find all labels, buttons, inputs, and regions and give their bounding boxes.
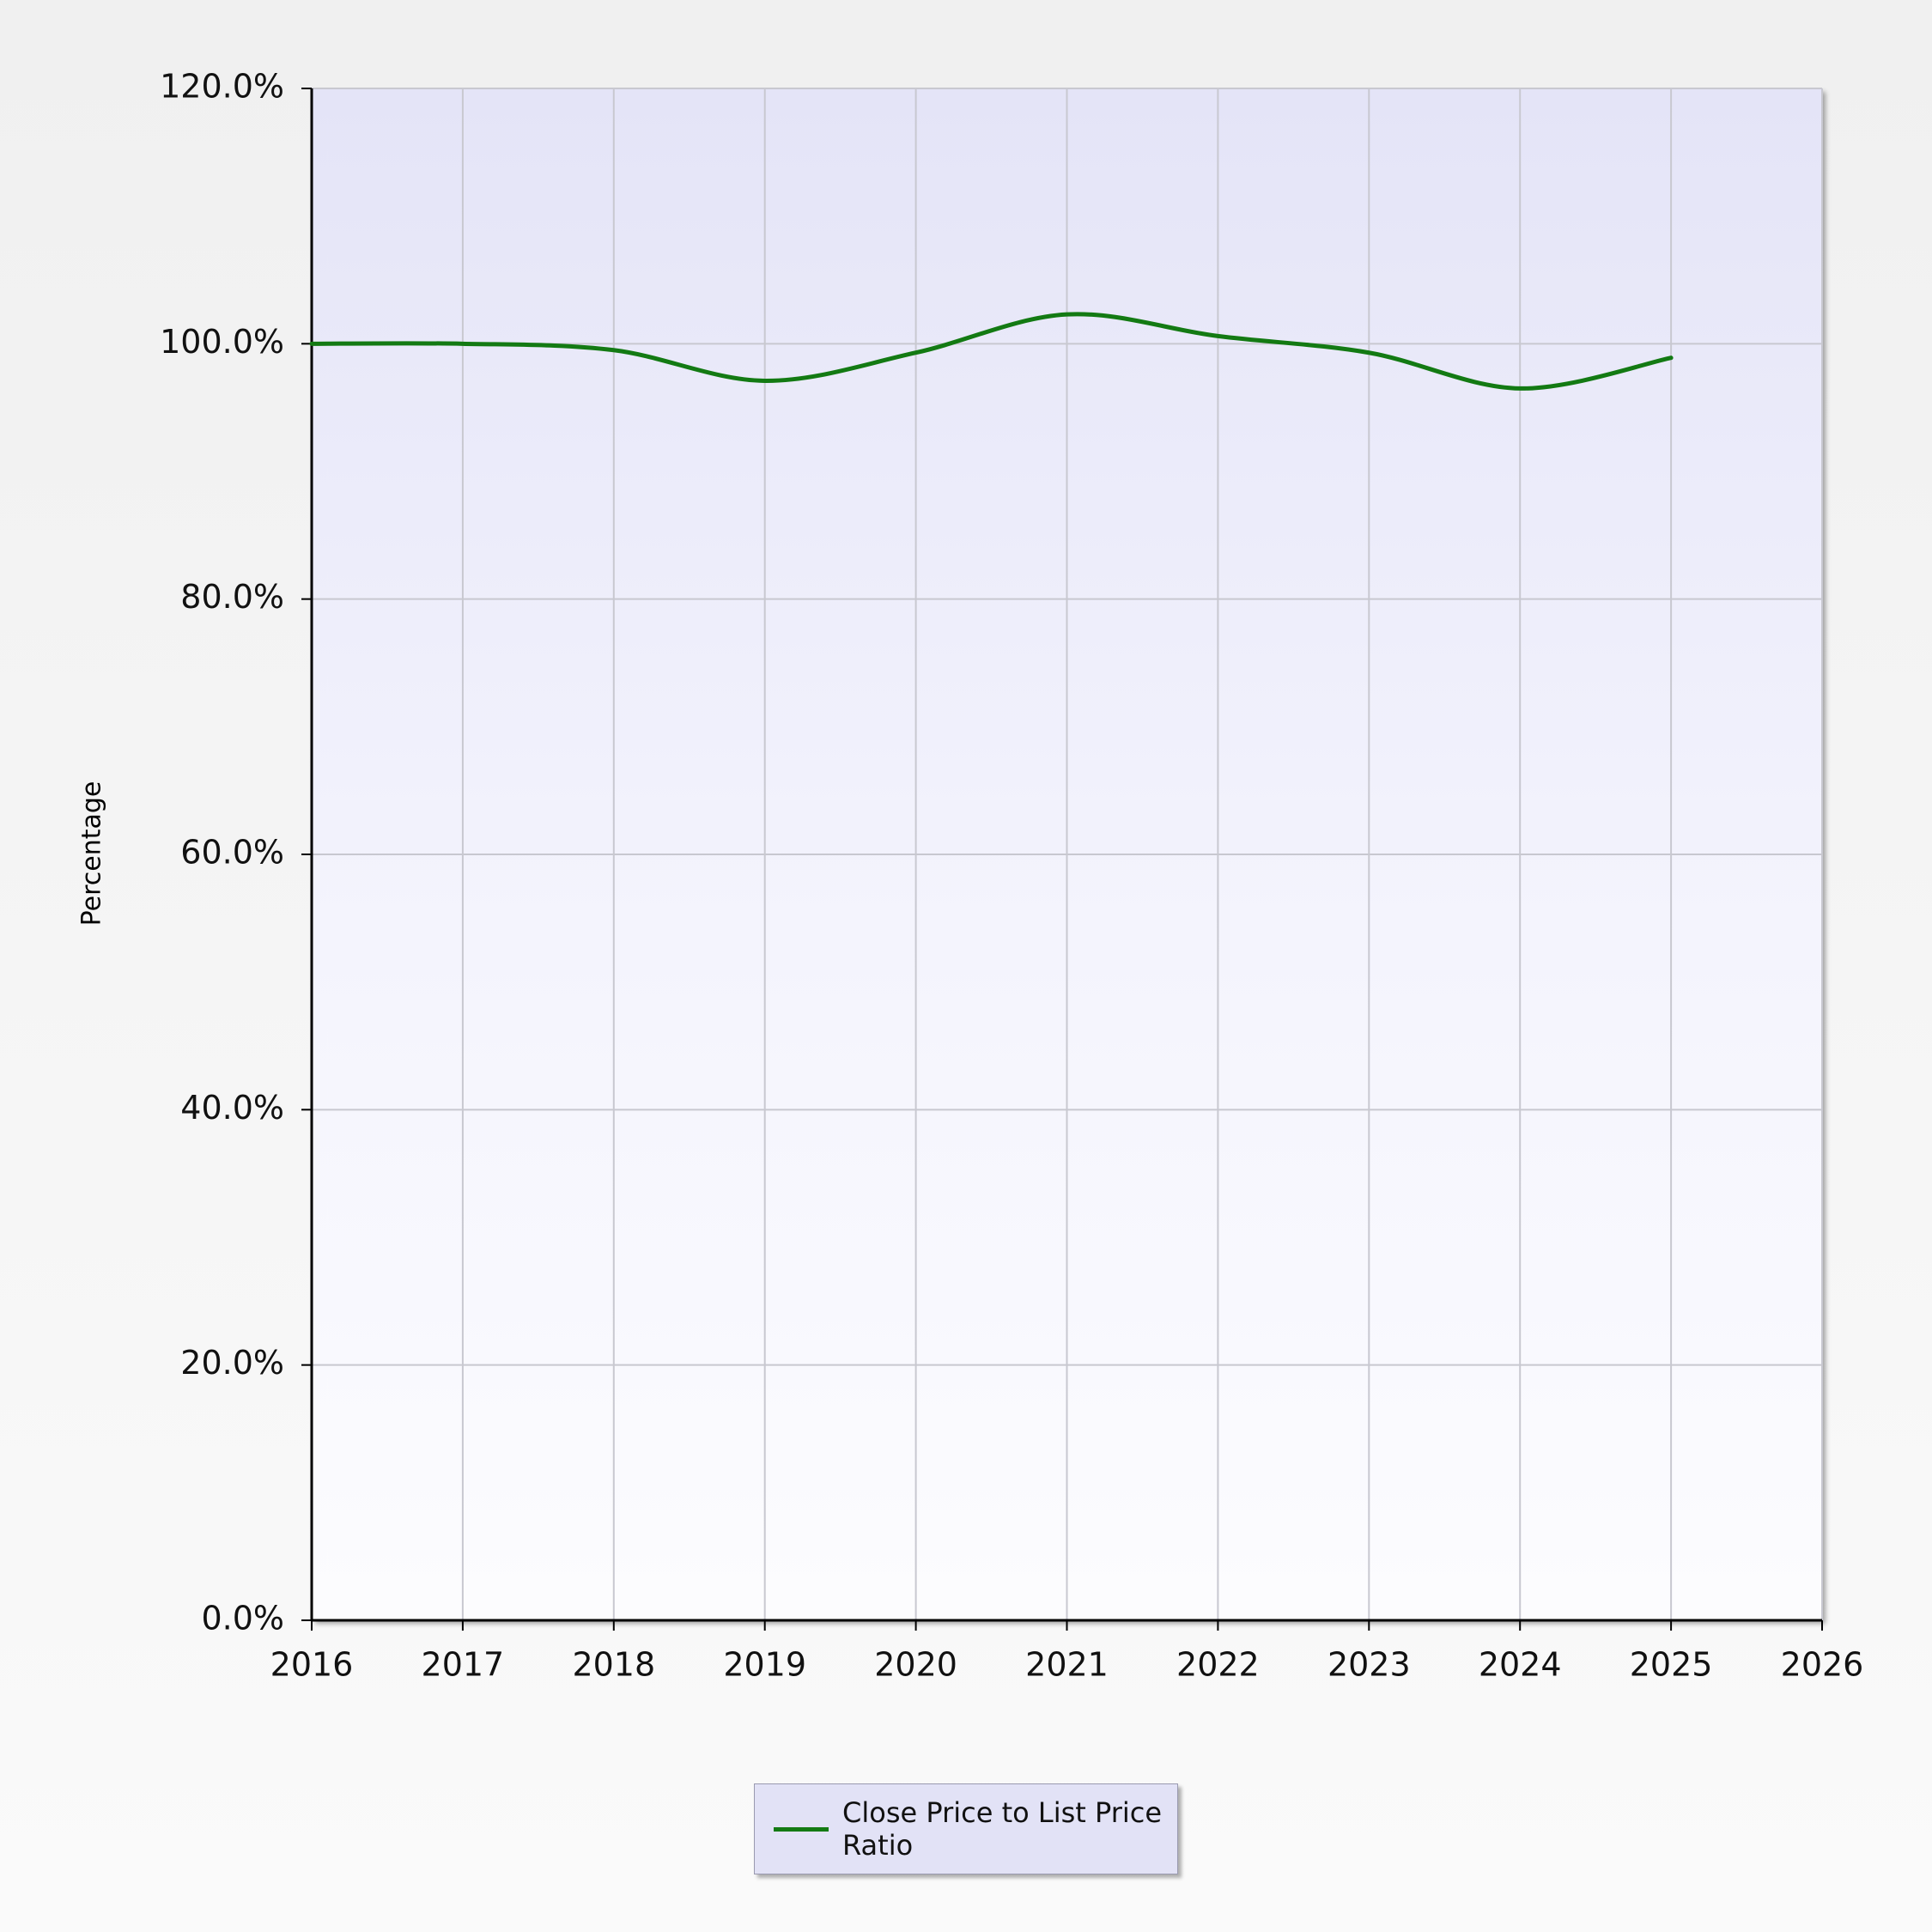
x-tick-label: 2023 [1327,1646,1411,1684]
y-tick-label: 20.0% [180,1344,284,1382]
x-tick-label: 2018 [572,1646,655,1684]
y-axis-label: Percentage [77,781,107,927]
y-tick-label: 120.0% [160,68,284,106]
y-tick-label: 100.0% [160,323,284,361]
y-tick-label: 40.0% [180,1089,284,1127]
x-tick-label: 2022 [1176,1646,1260,1684]
x-tick-label: 2025 [1630,1646,1713,1684]
x-tick-label: 2019 [723,1646,806,1684]
y-tick-label: 0.0% [201,1600,284,1637]
x-tick-label: 2016 [270,1646,354,1684]
x-tick-label: 2020 [874,1646,957,1684]
x-tick-label: 2017 [422,1646,505,1684]
x-tick-label: 2024 [1479,1646,1562,1684]
x-tick-label: 2026 [1781,1646,1864,1684]
series-line [309,312,1674,391]
legend-label: Close Price to List Price Ratio [842,1796,1163,1862]
x-tick-label: 2021 [1025,1646,1109,1684]
y-tick-label: 60.0% [180,834,284,872]
y-tick-label: 80.0% [180,578,284,616]
legend-swatch [774,1826,829,1832]
legend: Close Price to List Price Ratio [754,1783,1178,1874]
